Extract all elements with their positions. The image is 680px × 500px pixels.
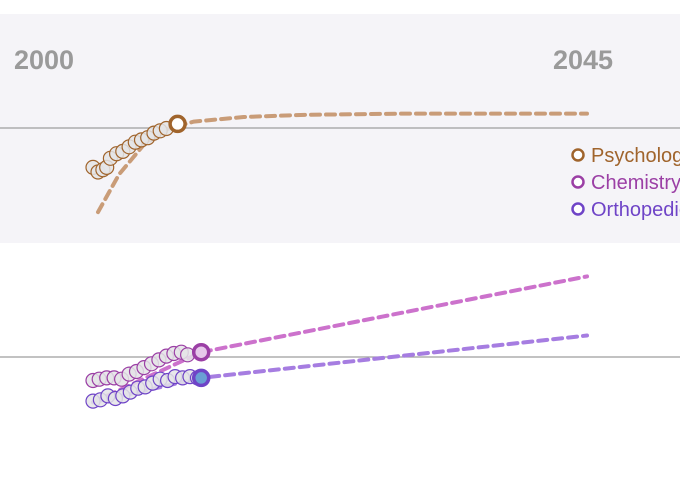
legend-label-orthopedics: Orthopedics xyxy=(591,199,680,221)
psychology-highlight-point[interactable] xyxy=(168,114,187,134)
psychology-panel xyxy=(85,111,589,215)
legend: Psychology Chemistry Orthopedics xyxy=(571,145,680,221)
chemistry-highlight-point[interactable] xyxy=(191,342,211,362)
series-orthopedics xyxy=(85,333,589,409)
series-psychology xyxy=(85,111,589,215)
legend-label-psychology: Psychology xyxy=(591,145,680,167)
legend-marker-psychology xyxy=(571,148,585,162)
psychology-trend-line xyxy=(96,111,589,215)
chart-background xyxy=(0,14,680,358)
legend-item-orthopedics[interactable]: Orthopedics xyxy=(571,199,680,221)
legend-item-chemistry[interactable]: Chemistry xyxy=(571,172,680,194)
x-tick-label-start: 2000 xyxy=(14,45,74,75)
legend-item-psychology[interactable]: Psychology xyxy=(571,145,680,167)
legend-label-chemistry: Chemistry xyxy=(591,172,680,194)
lower-panel xyxy=(85,274,589,409)
orthopedics-highlight-point[interactable] xyxy=(191,368,211,388)
x-tick-label-end: 2045 xyxy=(553,45,613,75)
legend-marker-chemistry xyxy=(571,175,585,189)
legend-marker-orthopedics xyxy=(571,202,585,216)
